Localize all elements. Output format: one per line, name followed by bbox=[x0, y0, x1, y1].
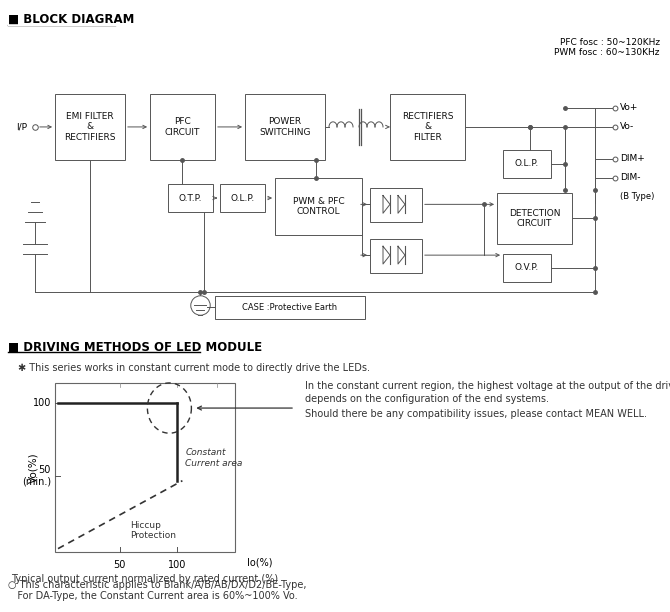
Text: POWER
SWITCHING: POWER SWITCHING bbox=[259, 118, 311, 136]
Text: CASE :Protective Earth: CASE :Protective Earth bbox=[243, 303, 338, 312]
Bar bbox=[370, 239, 422, 273]
Bar bbox=[55, 94, 125, 160]
Text: Hiccup
Protection: Hiccup Protection bbox=[130, 521, 176, 540]
Text: ■ DRIVING METHODS OF LED MODULE: ■ DRIVING METHODS OF LED MODULE bbox=[8, 340, 262, 354]
Text: 50
(min.): 50 (min.) bbox=[22, 465, 51, 487]
Bar bbox=[503, 254, 551, 282]
Text: Vo-: Vo- bbox=[620, 122, 634, 132]
Bar bbox=[150, 94, 215, 160]
Text: Should there be any compatibility issues, please contact MEAN WELL.: Should there be any compatibility issues… bbox=[305, 409, 647, 419]
Text: RECTIFIERS
&
FILTER: RECTIFIERS & FILTER bbox=[402, 112, 453, 142]
Text: 100: 100 bbox=[33, 398, 51, 408]
Text: O.L.P.: O.L.P. bbox=[230, 193, 255, 203]
Bar bbox=[168, 184, 213, 212]
Text: (B Type): (B Type) bbox=[620, 192, 655, 201]
Bar bbox=[220, 184, 265, 212]
Bar bbox=[55, 382, 235, 551]
Text: PFC fosc : 50~120KHz
PWM fosc : 60~130KHz: PFC fosc : 50~120KHz PWM fosc : 60~130KH… bbox=[555, 38, 660, 58]
Bar bbox=[503, 150, 551, 177]
Text: ○ This characteristic applies to Blank/A/B/AB/DX/D2/BE-Type,
   For DA-Type, the: ○ This characteristic applies to Blank/A… bbox=[8, 580, 306, 602]
Text: PWM & PFC
CONTROL: PWM & PFC CONTROL bbox=[293, 196, 344, 216]
Bar bbox=[370, 188, 422, 222]
Text: depends on the configuration of the end systems.: depends on the configuration of the end … bbox=[305, 394, 549, 404]
Bar bbox=[497, 193, 572, 244]
Text: ■ BLOCK DIAGRAM: ■ BLOCK DIAGRAM bbox=[8, 13, 135, 26]
Bar bbox=[275, 177, 362, 235]
Text: O.V.P.: O.V.P. bbox=[515, 263, 539, 272]
Text: I/P: I/P bbox=[16, 122, 27, 132]
Text: PFC
CIRCUIT: PFC CIRCUIT bbox=[165, 118, 200, 136]
Text: DIM+: DIM+ bbox=[620, 154, 645, 163]
Text: 100: 100 bbox=[168, 560, 186, 570]
Text: O.T.P.: O.T.P. bbox=[179, 193, 202, 203]
Text: DETECTION
CIRCUIT: DETECTION CIRCUIT bbox=[509, 209, 560, 228]
Text: Constant
Current area: Constant Current area bbox=[186, 448, 243, 468]
Text: In the constant current region, the highest voltage at the output of the driver: In the constant current region, the high… bbox=[305, 381, 670, 390]
Bar bbox=[215, 296, 365, 319]
Text: Vo(%): Vo(%) bbox=[28, 452, 38, 482]
Text: Io(%): Io(%) bbox=[247, 558, 273, 568]
Text: O.L.P.: O.L.P. bbox=[515, 159, 539, 168]
Text: ✱ This series works in constant current mode to directly drive the LEDs.: ✱ This series works in constant current … bbox=[18, 363, 370, 373]
Bar bbox=[390, 94, 465, 160]
Text: Typical output current normalized by rated current (%): Typical output current normalized by rat… bbox=[11, 574, 279, 584]
Text: Vo+: Vo+ bbox=[620, 103, 639, 113]
Bar bbox=[245, 94, 325, 160]
Text: 50: 50 bbox=[114, 560, 126, 570]
Text: EMI FILTER
&
RECTIFIERS: EMI FILTER & RECTIFIERS bbox=[64, 112, 116, 142]
Text: DIM-: DIM- bbox=[620, 173, 641, 182]
